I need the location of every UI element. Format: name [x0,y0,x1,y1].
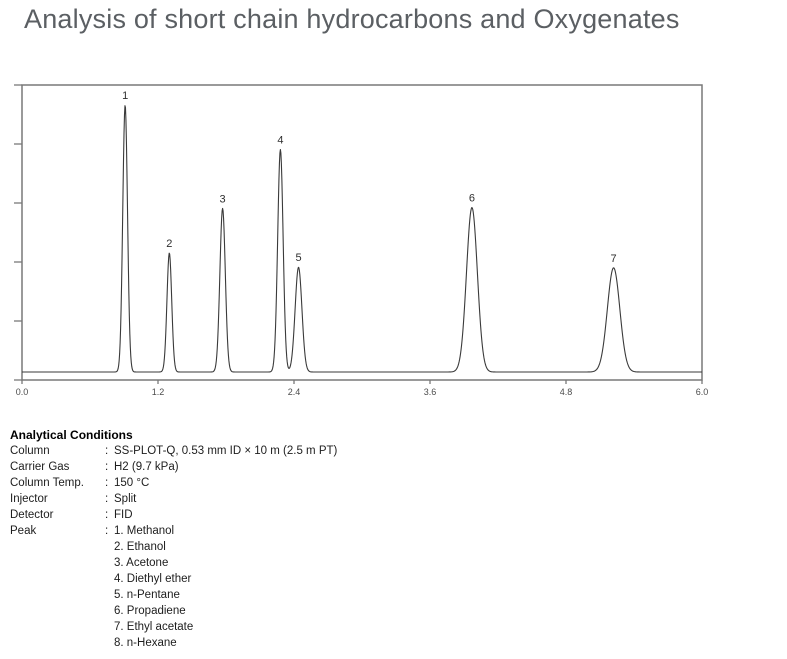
condition-label: Detector [10,509,54,521]
peak-list-item: 5. n-Pentane [10,587,570,603]
peak-label-4: 4 [277,135,283,147]
condition-label: Injector [10,493,48,505]
condition-label: Column [10,445,50,457]
peak-list-entry: 4. Diethyl ether [114,573,192,585]
condition-row-column-temp: Column Temp. : 150 °C [10,475,570,491]
peak-list-item: 3. Acetone [10,555,570,571]
peak-list-item: 8. n-Hexane [10,635,570,651]
peak-list-entry: 2. Ethanol [114,541,166,553]
peak-list-entry: 8. n-Hexane [114,637,177,649]
peak-label-3: 3 [220,193,226,205]
condition-separator: : [105,509,109,521]
condition-separator: : [105,461,109,473]
peak-list-item: 2. Ethanol [10,539,570,555]
chromatogram-trace [21,105,703,373]
condition-separator: : [105,525,109,537]
x-axis-tick-label: 4.8 [560,387,573,397]
conditions-heading: Analytical Conditions [10,428,133,442]
peak-list-item: 4. Diethyl ether [10,571,570,587]
condition-row-column: Column : SS-PLOT-Q, 0.53 mm ID × 10 m (2… [10,443,570,459]
x-axis-tick-label: 1.2 [152,387,165,397]
analytical-conditions: Analytical Conditions Column : SS-PLOT-Q… [10,427,570,651]
condition-value: FID [114,509,133,521]
condition-row-injector: Injector : Split [10,491,570,507]
condition-label: Carrier Gas [10,461,70,473]
condition-value: Split [114,493,137,505]
peak-label-5: 5 [295,252,301,264]
peak-list-item: 6. Propadiene [10,603,570,619]
condition-value: 1. Methanol [114,525,175,537]
peak-label-6: 6 [469,193,475,205]
condition-row-carrier-gas: Carrier Gas : H2 (9.7 kPa) [10,459,570,475]
condition-separator: : [105,445,109,457]
peak-label-7: 7 [611,253,617,265]
condition-separator: : [105,493,109,505]
peak-list-entry: 6. Propadiene [114,605,186,617]
condition-value: SS-PLOT-Q, 0.53 mm ID × 10 m (2.5 m PT) [114,445,338,457]
chromatogram-plot: 0.0 1.2 2.4 3.6 4.8 6.0 1 2 3 4 5 6 7 [14,84,709,397]
page-title: Analysis of short chain hydrocarbons and… [24,4,680,34]
peak-list-entry: 5. n-Pentane [114,589,180,601]
condition-label: Peak [10,525,37,537]
peak-label-1: 1 [122,90,128,102]
condition-row-peak: Peak : 1. Methanol [10,523,570,539]
condition-value: H2 (9.7 kPa) [114,461,179,473]
x-axis-tick-label: 6.0 [696,387,709,397]
condition-label: Column Temp. [10,477,84,489]
peak-list-item: 7. Ethyl acetate [10,619,570,635]
condition-separator: : [105,477,109,489]
x-axis-tick-label: 0.0 [16,387,29,397]
x-axis-tick-label: 3.6 [424,387,437,397]
peak-list-entry: 3. Acetone [114,557,169,569]
plot-border [21,84,703,381]
condition-value: 150 °C [114,477,150,489]
x-axis-tick-label: 2.4 [288,387,301,397]
chromatogram: 0.0 1.2 2.4 3.6 4.8 6.0 1 2 3 4 5 6 7 [0,75,787,405]
peak-list-entry: 7. Ethyl acetate [114,621,194,633]
condition-row-detector: Detector : FID [10,507,570,523]
peak-label-2: 2 [166,238,172,250]
